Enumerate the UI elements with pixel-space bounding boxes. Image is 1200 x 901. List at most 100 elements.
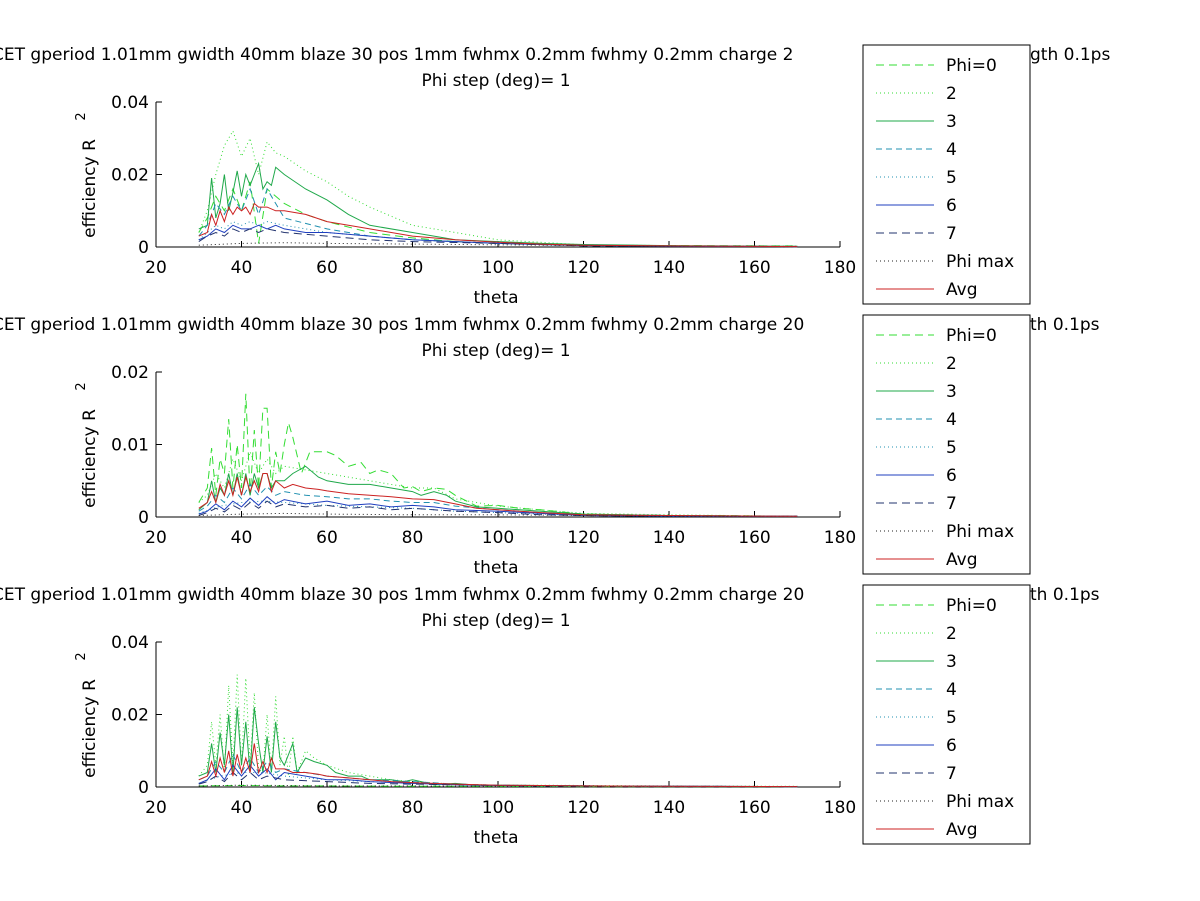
chart-subtitle: Phi step (deg)= 1 (421, 341, 570, 361)
chart-title-tail: th 0.1ps (1030, 585, 1100, 605)
legend-label: 6 (946, 196, 957, 216)
x-tick-label: 80 (402, 258, 424, 278)
x-axis-label: theta (474, 288, 519, 308)
x-tick-label: 60 (316, 528, 338, 548)
legend-box (862, 584, 1031, 845)
legend-label: Phi max (946, 792, 1014, 812)
series-line-6 (198, 496, 798, 517)
series-line-7 (198, 500, 798, 517)
y-axis-label-group: efficiency R 2 (74, 112, 100, 238)
chart-panel-3: CET gperiod 1.01mm gwidth 40mm blaze 30 … (0, 584, 1100, 848)
y-tick-label: 0.02 (111, 363, 149, 383)
legend-label: 3 (946, 382, 957, 402)
series-line-8 (198, 784, 798, 788)
x-tick-label: 120 (567, 528, 599, 548)
series-line-3 (198, 161, 798, 247)
x-tick-label: 160 (738, 528, 770, 548)
legend-label: 2 (946, 84, 957, 104)
legend-label: 4 (946, 410, 957, 430)
chart-panel-2: CET gperiod 1.01mm gwidth 40mm blaze 30 … (0, 314, 1100, 578)
chart-title-tail: gth 0.1ps (1030, 45, 1110, 65)
x-tick-label: 180 (824, 258, 856, 278)
series-line-1 (198, 393, 798, 517)
y-axis-label-superscript: 2 (74, 652, 89, 660)
legend-label: Avg (946, 550, 978, 570)
legend: Phi=0 2 3 4 5 6 7 Phi max Avg (862, 44, 1031, 305)
x-tick-label: 140 (653, 798, 685, 818)
legend-label: Phi max (946, 252, 1014, 272)
x-tick-label: 100 (482, 258, 514, 278)
legend-label: 7 (946, 764, 957, 784)
x-tick-label: 20 (145, 528, 167, 548)
legend: Phi=0 2 3 4 5 6 7 Phi max Avg (862, 584, 1031, 845)
x-tick-label: 180 (824, 798, 856, 818)
chart-title-tail: th 0.1ps (1030, 315, 1100, 335)
x-tick-label: 20 (145, 798, 167, 818)
x-tick-label: 120 (567, 258, 599, 278)
x-tick-label: 100 (482, 798, 514, 818)
x-tick-label: 40 (231, 798, 253, 818)
x-axis-label: theta (474, 558, 519, 578)
x-tick-label: 40 (231, 258, 253, 278)
series-line-9 (198, 473, 798, 517)
legend-label: 7 (946, 494, 957, 514)
legend-label: Phi=0 (946, 326, 997, 346)
series-line-6 (198, 224, 798, 248)
legend: Phi=0 2 3 4 5 6 7 Phi max Avg (862, 314, 1031, 575)
x-tick-label: 80 (402, 528, 424, 548)
legend-label: 7 (946, 224, 957, 244)
legend-label: 3 (946, 112, 957, 132)
legend-label: Avg (946, 820, 978, 840)
y-tick-label: 0.01 (111, 436, 149, 456)
series-line-9 (198, 743, 798, 788)
x-tick-label: 60 (316, 798, 338, 818)
y-axis-label-group: efficiency R 2 (74, 652, 100, 778)
series-line-8 (198, 512, 798, 517)
series-group (198, 393, 798, 517)
y-tick-label: 0.04 (111, 633, 149, 653)
y-axis-label: efficiency R (80, 139, 100, 238)
legend-label: 5 (946, 168, 957, 188)
legend-label: 5 (946, 708, 957, 728)
y-tick-label: 0 (138, 778, 149, 798)
y-axis-label-group: efficiency R 2 (74, 382, 100, 508)
series-line-9 (198, 202, 798, 248)
y-tick-label: 0 (138, 508, 149, 528)
y-tick-label: 0 (138, 238, 149, 258)
chart-subtitle: Phi step (deg)= 1 (421, 71, 570, 91)
x-axis-label: theta (474, 828, 519, 848)
series-line-2 (198, 450, 798, 517)
chart-subtitle: Phi step (deg)= 1 (421, 611, 570, 631)
x-tick-label: 140 (653, 528, 685, 548)
y-axis-label-superscript: 2 (74, 112, 89, 120)
series-line-2 (198, 129, 798, 247)
y-axis-label: efficiency R (80, 679, 100, 778)
legend-label: Phi max (946, 522, 1014, 542)
legend-label: 6 (946, 466, 957, 486)
chart-title: CET gperiod 1.01mm gwidth 40mm blaze 30 … (0, 315, 804, 335)
x-tick-label: 160 (738, 258, 770, 278)
y-tick-label: 0.04 (111, 93, 149, 113)
y-tick-label: 0.02 (111, 166, 149, 186)
legend-label: Avg (946, 280, 978, 300)
legend-label: 3 (946, 652, 957, 672)
series-line-4 (198, 753, 798, 788)
legend-label: 2 (946, 624, 957, 644)
x-tick-label: 40 (231, 528, 253, 548)
chart-title: CET gperiod 1.01mm gwidth 40mm blaze 30 … (0, 585, 804, 605)
legend-label: 6 (946, 736, 957, 756)
x-tick-label: 20 (145, 258, 167, 278)
legend-label: 4 (946, 680, 957, 700)
legend-box (862, 44, 1031, 305)
series-line-5 (198, 772, 798, 788)
legend-label: Phi=0 (946, 596, 997, 616)
y-axis-label-superscript: 2 (74, 382, 89, 390)
series-group (198, 129, 798, 248)
x-tick-label: 100 (482, 528, 514, 548)
chart-panel-1: CET gperiod 1.01mm gwidth 40mm blaze 30 … (0, 44, 1110, 308)
legend-label: 2 (946, 354, 957, 374)
chart-title: CET gperiod 1.01mm gwidth 40mm blaze 30 … (0, 45, 793, 65)
x-tick-label: 120 (567, 798, 599, 818)
x-tick-label: 60 (316, 258, 338, 278)
